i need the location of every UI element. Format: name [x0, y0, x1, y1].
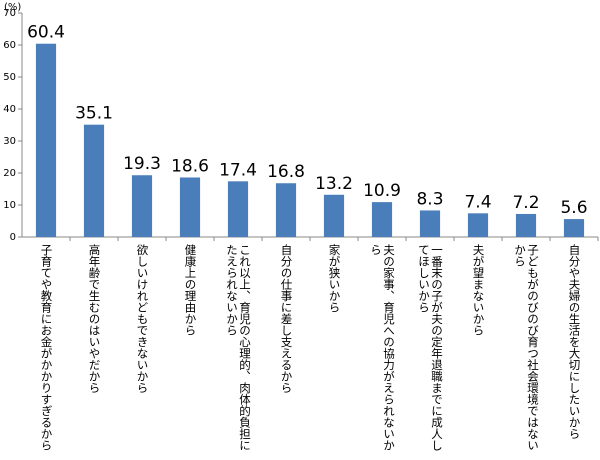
x-tick-label: 子育てや教育にお金がかかりすぎるから	[39, 244, 54, 451]
x-tick-label: 家が狭いから	[327, 244, 342, 313]
bar	[563, 219, 585, 237]
x-tick-label: 夫の家事、育児への協力がえられないから	[369, 244, 396, 451]
bar	[371, 202, 393, 237]
y-tick-label: 0	[10, 232, 16, 243]
data-label: 19.3	[123, 154, 161, 174]
x-tick-label: 高年齢で生むのはいやだから	[87, 244, 102, 394]
bar	[275, 183, 297, 237]
bar	[467, 213, 489, 237]
x-tick-label: 子どもがのびのび育つ社会環境ではないから	[513, 244, 540, 451]
y-tick-label: 10	[3, 200, 16, 211]
bar	[179, 177, 201, 237]
bar	[419, 210, 441, 237]
bar	[35, 43, 57, 237]
x-tick-label: 健康上の理由から	[183, 244, 198, 336]
bar	[83, 124, 105, 237]
data-label: 16.8	[267, 162, 305, 182]
data-label: 5.6	[560, 198, 587, 218]
bar	[227, 181, 249, 237]
data-label: 7.4	[464, 192, 491, 212]
x-tick-label: 一番末の子が夫の定年退職までに成人してほしいから	[417, 244, 444, 451]
y-tick-label: 30	[3, 136, 16, 147]
data-label: 35.1	[75, 104, 113, 124]
y-tick-label: 70	[3, 8, 16, 19]
data-label: 10.9	[363, 181, 401, 201]
x-tick-label: 欲しいけれどもできないから	[135, 244, 150, 394]
bar	[515, 213, 537, 237]
data-label: 17.4	[219, 160, 257, 180]
x-tick-label: 自分の仕事に差し支えるから	[279, 244, 294, 394]
y-unit: (%)	[4, 2, 21, 13]
x-tick-label: これ以上、育児の心理的、肉体的負担にたえられないから	[225, 244, 252, 451]
y-tick-label: 50	[3, 72, 16, 83]
y-tick-label: 20	[3, 168, 16, 179]
x-tick-label: 自分や夫婦の生活を大切にしたいから	[567, 244, 582, 440]
data-label: 7.2	[512, 193, 539, 213]
data-label: 18.6	[171, 156, 209, 176]
y-tick-label: 40	[3, 104, 16, 115]
x-tick-label: 夫が望まないから	[471, 244, 486, 336]
bar	[323, 194, 345, 237]
y-tick-label: 60	[3, 40, 16, 51]
data-label: 8.3	[416, 189, 443, 209]
data-label: 13.2	[315, 174, 353, 194]
bar	[131, 175, 153, 237]
data-label: 60.4	[27, 23, 65, 43]
